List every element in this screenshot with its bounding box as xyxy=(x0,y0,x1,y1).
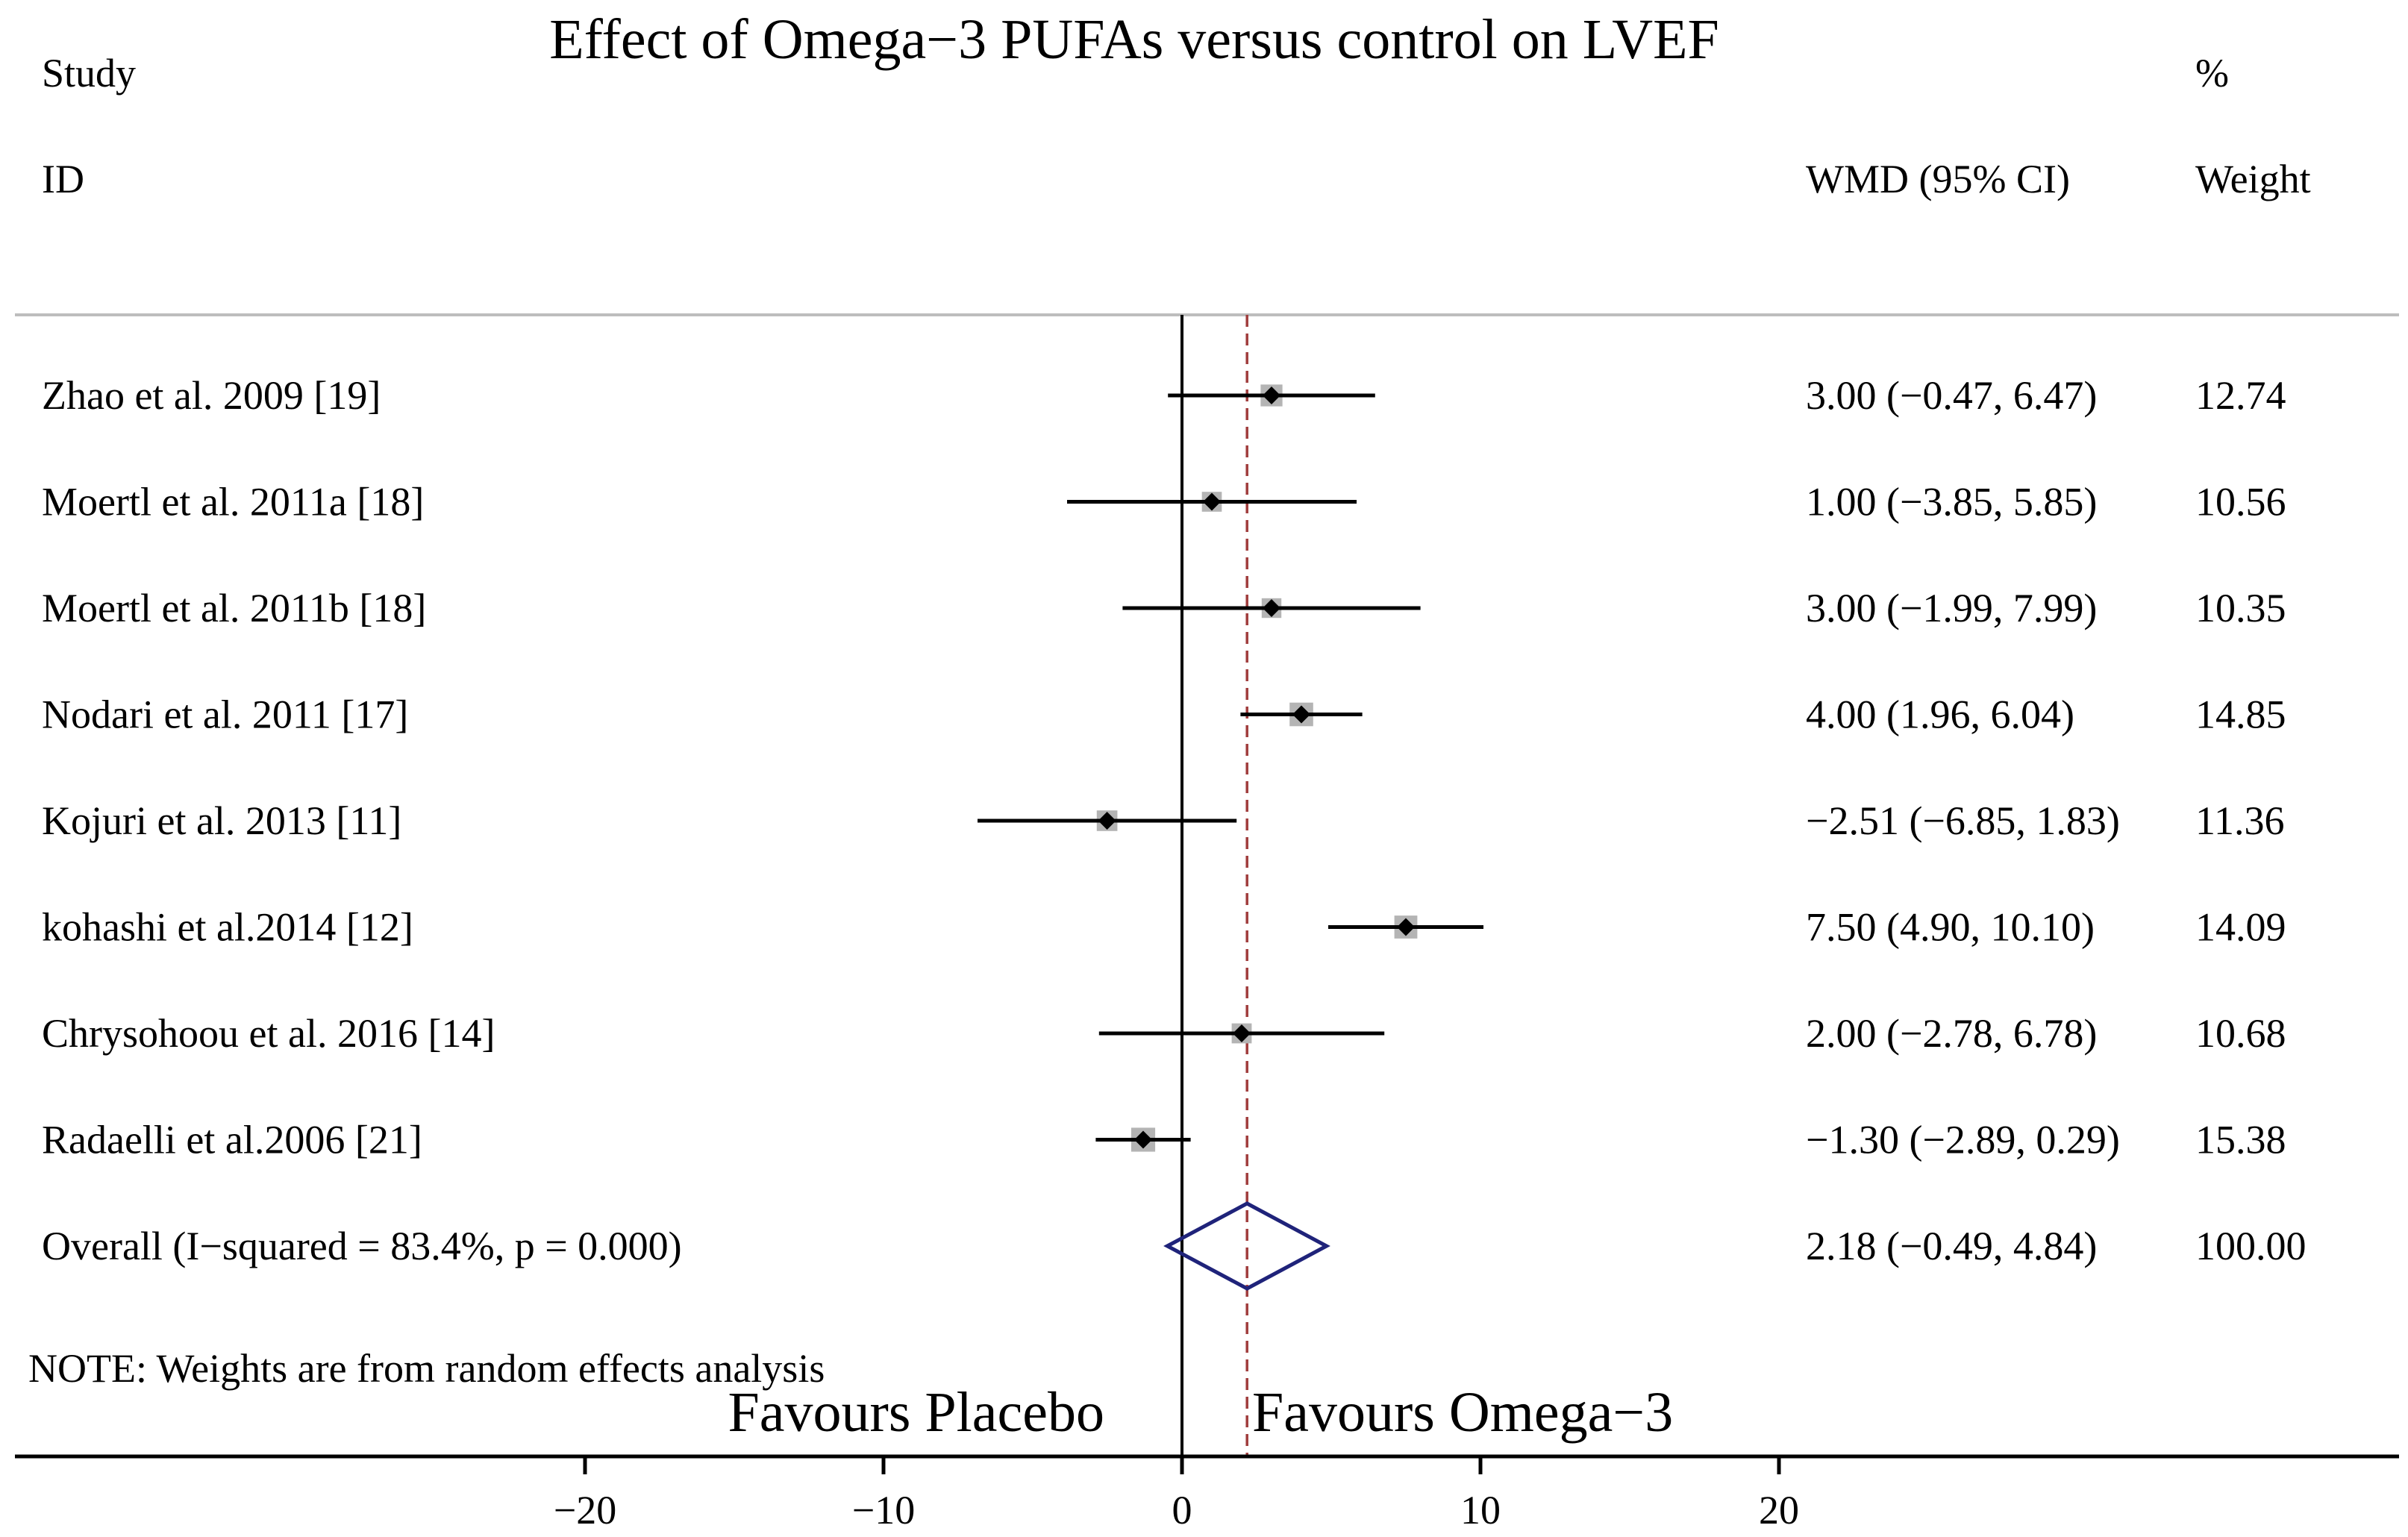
x-tick-label: −10 xyxy=(852,1488,915,1533)
study-label: Nodari et al. 2011 [17] xyxy=(42,692,408,737)
effect-size-ci: −2.51 (−6.85, 1.83) xyxy=(1806,798,2120,843)
point-estimate xyxy=(1233,1024,1251,1042)
study-row: Kojuri et al. 2013 [11] −2.51 (−6.85, 1.8… xyxy=(42,798,2285,843)
effect-size-ci: −1.30 (−2.89, 0.29) xyxy=(1806,1118,2120,1162)
study-label: Chrysohoou et al. 2016 [14] xyxy=(42,1011,495,1056)
point-estimate xyxy=(1397,918,1415,936)
table-header: Effect of Omega−3 PUFAs versus control o… xyxy=(42,8,2311,201)
overall-weight: 100.00 xyxy=(2195,1224,2307,1268)
point-estimate xyxy=(1098,812,1116,830)
study-row: kohashi et al.2014 [12] 7.50 (4.90, 10.10… xyxy=(42,905,2286,950)
overall-row: Overall (I−squared = 83.4%, p = 0.000) 2.… xyxy=(42,1201,2307,1291)
x-tick-label: 0 xyxy=(1172,1488,1192,1533)
effect-size-ci: 4.00 (1.96, 6.04) xyxy=(1806,692,2074,737)
effect-size-ci: 7.50 (4.90, 10.10) xyxy=(1806,905,2095,950)
study-header: Study xyxy=(42,51,136,96)
point-estimate xyxy=(1263,386,1280,404)
effect-size-ci: 3.00 (−0.47, 6.47) xyxy=(1806,373,2097,418)
effect-size-ci: 2.00 (−2.78, 6.78) xyxy=(1806,1011,2097,1056)
study-row: Radaelli et al.2006 [21] −1.30 (−2.89, 0.… xyxy=(42,1118,2286,1162)
point-estimate xyxy=(1292,705,1310,724)
study-label: Kojuri et al. 2013 [11] xyxy=(42,798,401,843)
overall-diamond xyxy=(1163,1201,1330,1291)
study-label: kohashi et al.2014 [12] xyxy=(42,905,413,950)
study-weight: 10.56 xyxy=(2195,480,2286,525)
effect-size-ci: 3.00 (−1.99, 7.99) xyxy=(1806,586,2097,630)
study-weight: 14.85 xyxy=(2195,692,2286,737)
study-row: Moertl et al. 2011b [18] 3.00 (−1.99, 7.9… xyxy=(42,586,2286,630)
point-estimate xyxy=(1203,492,1221,511)
study-row: Nodari et al. 2011 [17] 4.00 (1.96, 6.04)… xyxy=(42,692,2286,737)
chart-title: Effect of Omega−3 PUFAs versus control o… xyxy=(549,8,1719,71)
effect-size-ci: 1.00 (−3.85, 5.85) xyxy=(1806,480,2097,525)
study-label: Radaelli et al.2006 [21] xyxy=(42,1118,422,1162)
overall-label: Overall (I−squared = 83.4%, p = 0.000) xyxy=(42,1224,682,1268)
x-tick-label: 10 xyxy=(1460,1488,1501,1533)
study-weight: 10.68 xyxy=(2195,1011,2286,1056)
study-weight: 15.38 xyxy=(2195,1118,2286,1162)
id-header: ID xyxy=(42,157,84,201)
effect-header: WMD (95% CI) xyxy=(1806,157,2070,201)
study-label: Moertl et al. 2011b [18] xyxy=(42,586,426,630)
x-tick-label: −20 xyxy=(554,1488,616,1533)
favours-omega3-label: Favours Omega−3 xyxy=(1252,1381,1673,1444)
study-weight: 12.74 xyxy=(2195,373,2286,418)
point-estimate xyxy=(1134,1130,1152,1149)
point-estimate xyxy=(1263,599,1280,617)
weight-percent-header: % xyxy=(2195,51,2229,96)
study-label: Moertl et al. 2011a [18] xyxy=(42,480,424,525)
weights-note: NOTE: Weights are from random effects an… xyxy=(28,1346,825,1391)
study-weight: 14.09 xyxy=(2195,905,2286,950)
x-tick-label: 20 xyxy=(1759,1488,1799,1533)
x-axis: −20 −10 0 10 20 xyxy=(15,1454,2399,1533)
study-weight: 10.35 xyxy=(2195,586,2286,630)
study-row: Moertl et al. 2011a [18] 1.00 (−3.85, 5.8… xyxy=(42,480,2286,525)
study-row: Chrysohoou et al. 2016 [14] 2.00 (−2.78, … xyxy=(42,1011,2286,1056)
study-rows: Zhao et al. 2009 [19] 3.00 (−0.47, 6.47) 1… xyxy=(42,315,2286,1456)
study-label: Zhao et al. 2009 [19] xyxy=(42,373,381,418)
overall-effect-ci: 2.18 (−0.49, 4.84) xyxy=(1806,1224,2097,1268)
weight-header: Weight xyxy=(2195,157,2311,201)
study-weight: 11.36 xyxy=(2195,798,2285,843)
study-row: Zhao et al. 2009 [19] 3.00 (−0.47, 6.47) 1… xyxy=(42,373,2286,418)
favours-placebo-label: Favours Placebo xyxy=(728,1381,1104,1444)
